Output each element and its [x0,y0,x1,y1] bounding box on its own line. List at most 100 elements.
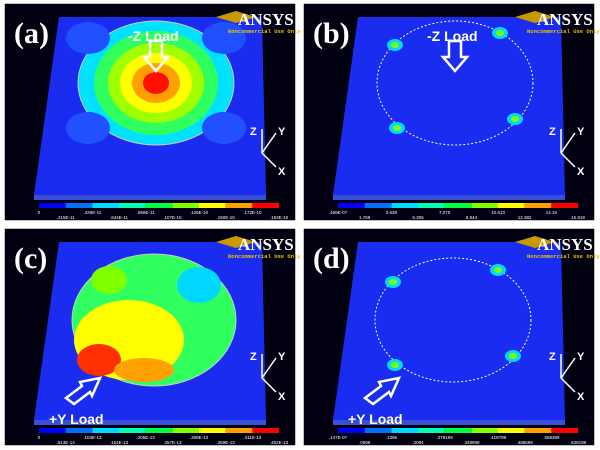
colorbar-swatch [445,203,472,208]
colorbar-label: .411E-13 [243,435,261,440]
axis-y-label: Y [278,351,286,363]
contour [66,112,110,144]
contour [66,22,110,54]
colorbar-label: .1396 [386,435,398,440]
colorbar-swatch [39,428,66,433]
logo-note: Noncommercial Use Only [527,28,600,35]
colorbar-label: .513E-14 [57,440,76,445]
colorbar-label: 12.382 [518,215,532,220]
colorbar-swatch [338,203,365,208]
colorbar-swatch [551,428,578,433]
colorbar-swatch [226,203,253,208]
colorbar-label: .279199 [437,435,454,440]
colorbar-label: .308E-13 [190,435,209,440]
axis-x-label: X [577,391,585,403]
colorbar-swatch [445,428,472,433]
colorbar-label: .107E-10 [163,215,182,220]
colorbar-label: .150E-10 [217,215,236,220]
plate [333,242,565,420]
colorbar-swatch [418,203,445,208]
colorbar-label: .205E-13 [137,435,156,440]
logo-note: Noncommercial Use Only [527,253,600,260]
hotspot [391,362,399,368]
colorbar-label: .103E-13 [83,435,102,440]
colorbar-label: .359E-13 [217,440,236,445]
colorbar-label: .193E-10 [270,215,289,220]
colorbar-label: .0698 [359,440,371,445]
logo-brand: ANSYS [238,235,294,254]
axis-x-label: X [278,391,286,403]
colorbar-label: .154E-13 [110,440,129,445]
axis-y-label: Y [577,126,585,138]
plate-side [333,195,565,200]
colorbar-swatch [146,428,173,433]
colorbar-swatch [498,428,525,433]
colorbar-swatch [338,428,365,433]
colorbar-label: .558399 [543,435,560,440]
logo-note: Noncommercial Use Only [228,253,301,260]
colorbar-swatch [391,203,418,208]
hotspot [391,42,399,48]
contour [91,266,127,294]
colorbar-swatch [365,428,392,433]
colorbar-label: 10.613 [491,210,505,215]
colorbar-label: .147E-07 [329,435,348,440]
colorbar-label: .257E-13 [163,440,182,445]
contour [114,358,174,382]
contour [177,267,221,303]
panel-label: (b) [313,17,350,50]
colorbar-swatch [92,203,119,208]
load-label: -Z Load [128,28,179,44]
contour [202,112,246,144]
logo-brand: ANSYS [537,235,593,254]
colorbar-label: 5.306 [412,215,424,220]
colorbar-label: .644E-11 [110,215,128,220]
colorbar-swatch [66,203,93,208]
axis-z-label: Z [250,126,257,138]
colorbar-swatch [146,203,173,208]
colorbar-swatch [199,203,226,208]
colorbar-swatch [365,203,392,208]
colorbar-label: .859E-11 [137,210,155,215]
colorbar-label: .348999 [463,440,480,445]
panel-label: (a) [14,17,49,50]
colorbar-swatch [172,203,199,208]
colorbar-label: 14.15 [546,210,558,215]
hotspot [494,267,502,273]
colorbar-label: 3.538 [386,210,398,215]
colorbar-swatch [172,428,199,433]
colorbar-label: .418799 [490,435,507,440]
colorbar-swatch [66,428,93,433]
colorbar-label: 7.075 [439,210,451,215]
hotspot [496,30,504,36]
colorbar-swatch [39,203,66,208]
colorbar-swatch [119,203,146,208]
axis-x-label: X [577,166,585,178]
load-label: +Y Load [348,411,403,427]
colorbar-label: 1.769 [359,215,371,220]
colorbar-label: .488599 [517,440,534,445]
axis-z-label: Z [549,351,556,363]
logo-note: Noncommercial Use Only [228,28,301,35]
colorbar-swatch [498,203,525,208]
colorbar-swatch [226,428,253,433]
colorbar-swatch [525,203,552,208]
colorbar-label: .172E-10 [243,210,262,215]
colorbar-swatch [92,428,119,433]
colorbar-label: 15.919 [571,215,585,220]
colorbar-swatch [471,203,498,208]
colorbar-swatch [418,428,445,433]
colorbar-swatch [551,203,578,208]
colorbar-label: .215E-11 [57,215,75,220]
hotspot [393,125,401,131]
axis-z-label: Z [549,126,556,138]
colorbar-swatch [391,428,418,433]
panel-label: (d) [313,242,350,275]
colorbar-swatch [471,428,498,433]
hotspot [511,116,519,122]
axis-x-label: X [278,166,286,178]
colorbar-label: .462E-13 [270,440,289,445]
